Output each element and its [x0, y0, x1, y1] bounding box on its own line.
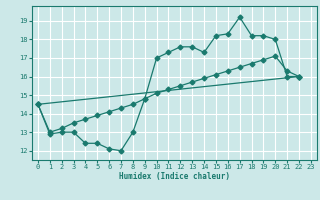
X-axis label: Humidex (Indice chaleur): Humidex (Indice chaleur)	[119, 172, 230, 181]
